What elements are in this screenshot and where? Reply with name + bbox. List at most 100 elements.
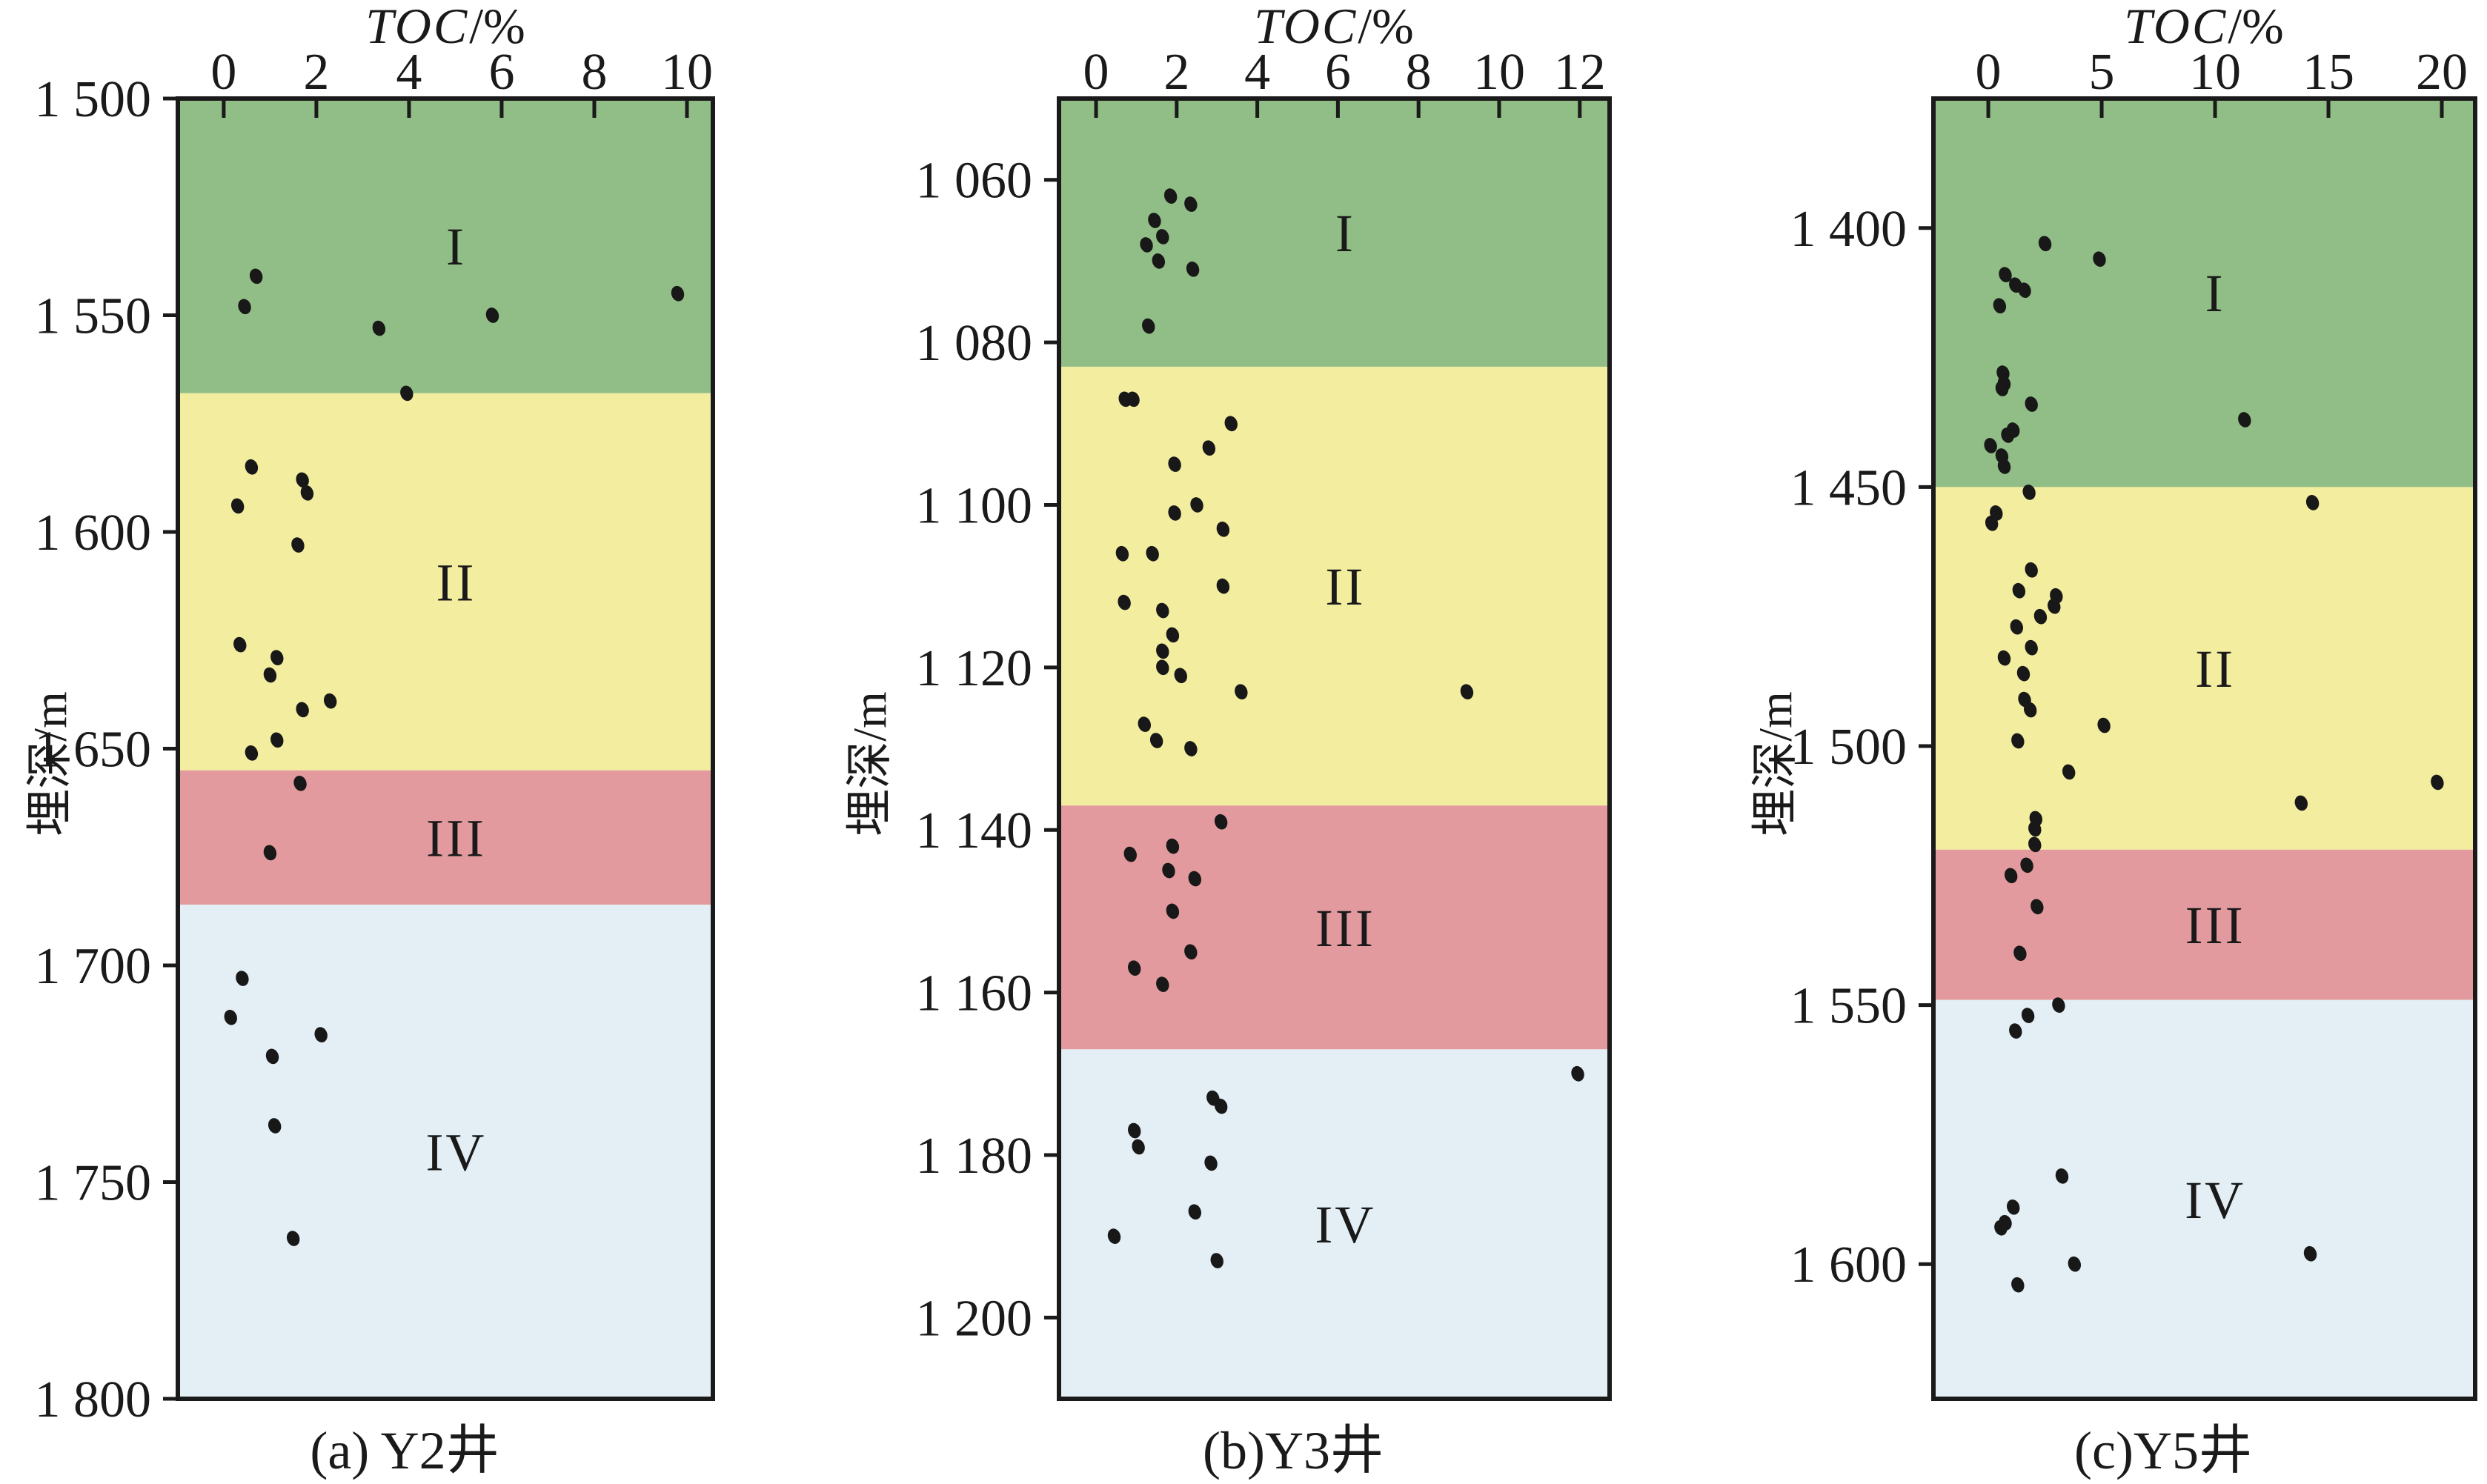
data-point [1128,1122,1141,1139]
data-point [323,693,337,709]
x-tick-label: 6 [1325,44,1351,101]
data-point [270,732,284,748]
y-tick-label: 1 200 [916,1290,1033,1347]
zone-label-iv: IV [1315,1195,1375,1254]
data-point [2006,1199,2020,1215]
zone-band-iv [1059,1049,1610,1399]
data-point [2011,1277,2025,1293]
y-tick-label: 1 160 [916,965,1033,1022]
x-tick-label: 8 [581,44,607,101]
zone-band-iii [178,770,713,905]
data-point [2020,857,2033,874]
y-tick-label: 1 500 [35,71,152,128]
data-point [2025,396,2038,412]
x-axis-title-text: TOC [2124,0,2228,54]
x-axis-title-y2: TOC/% [297,0,594,56]
data-point [1997,650,2011,666]
y-tick-label: 1 550 [1790,978,1907,1035]
y-tick-label: 1 700 [35,938,152,995]
data-point [1188,1204,1202,1220]
x-axis-title-text: TOC [365,0,470,54]
data-point [1156,602,1169,619]
data-point [1994,1220,2008,1236]
data-point [1984,438,1997,453]
y-tick-label: 1 650 [35,722,152,779]
data-point [671,285,685,302]
zone-label-i: I [446,217,466,276]
y-tick-label: 1 750 [35,1155,152,1212]
y-tick-label: 1 080 [916,315,1033,372]
zone-band-iv [1933,999,2475,1399]
y-axis-title-y5: 埋深/m [1749,691,1802,836]
data-point [2004,868,2018,884]
data-point [2068,1256,2082,1272]
data-point [1995,381,2009,396]
data-point [291,537,305,553]
y-tick-label: 1 180 [916,1128,1033,1185]
data-point [2052,997,2065,1013]
y-tick-label: 1 550 [35,288,152,345]
x-axis-title-unit: /% [469,0,525,54]
x-tick-label: 8 [1406,44,1432,101]
data-point [286,1231,300,1246]
zone-label-i: I [2205,264,2225,323]
x-axis-title-unit: /% [1358,0,1414,54]
data-point [1460,684,1474,700]
data-point [1156,976,1169,992]
y-tick-label: 1 140 [916,802,1033,859]
data-point [2001,427,2014,443]
data-point [2011,733,2025,749]
data-point [2093,251,2106,267]
data-point [1126,391,1140,407]
y-tick-label: 1 450 [1790,459,1907,516]
x-axis-title-unit: /% [2228,0,2284,54]
x-tick-label: 2 [303,44,329,101]
data-point [1168,505,1181,521]
x-tick-label: 12 [1554,44,1606,101]
data-point [2022,485,2036,500]
data-point [2033,608,2048,625]
x-tick-label: 10 [2189,44,2241,101]
zone-band-i [1059,99,1610,367]
data-point [1571,1065,1584,1082]
data-point [1184,196,1198,212]
data-point [2021,1008,2035,1023]
data-point [2016,665,2031,682]
data-point [2023,702,2037,718]
data-point [263,667,277,683]
y-tick-label: 1 500 [1790,719,1907,776]
y-axis-title-y2: 埋深/m [24,691,76,836]
y-tick-label: 1 060 [916,153,1033,210]
data-point [1993,298,2007,314]
data-point [1149,733,1163,748]
plot-border [1931,96,2477,1401]
data-point [1115,545,1129,562]
x-tick-label: 0 [210,44,236,101]
data-point [2028,821,2042,837]
data-point [296,472,309,488]
panel-caption-y2: (a) Y2井 [310,1421,499,1480]
panel-caption-y5: (c)Y5井 [2074,1421,2252,1480]
data-point [265,1048,279,1065]
zone-band-iii [1933,849,2475,1000]
data-point [1184,741,1198,756]
data-point [1188,871,1202,887]
data-point [1214,813,1228,830]
x-tick-label: 10 [661,44,713,101]
x-tick-label: 10 [1473,44,1525,101]
zone-label-iii: III [1315,899,1375,958]
data-point [300,485,314,501]
data-point [400,385,414,402]
y-tick-label: 1 800 [35,1371,152,1428]
data-point [2012,582,2026,599]
y-tick-label: 1 120 [916,640,1033,697]
data-point [2305,495,2320,510]
data-point [314,1027,328,1042]
data-point [1997,459,2011,474]
data-point [1166,627,1180,643]
data-point [2062,764,2076,780]
data-point [1184,944,1198,960]
zone-band-i [178,99,713,393]
plot-border [1057,96,1612,1401]
